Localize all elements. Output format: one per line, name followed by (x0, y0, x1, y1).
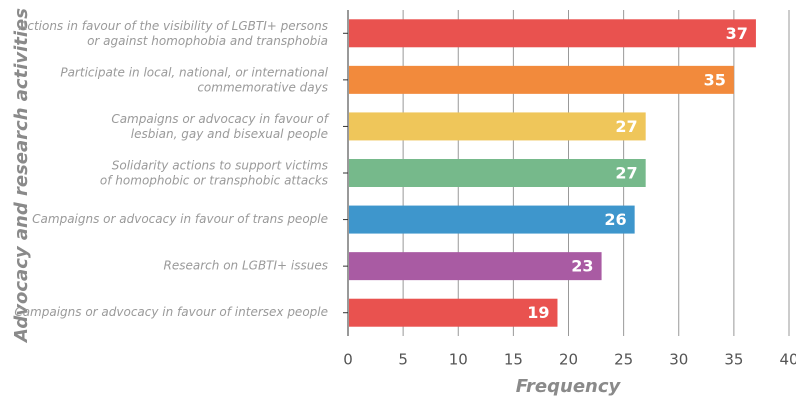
x-tick-label: 20 (559, 351, 578, 369)
bar (349, 112, 646, 141)
y-tick-label: Campaigns or advocacy in favour of inter… (14, 305, 328, 319)
x-tick-label: 15 (504, 351, 523, 369)
y-tick-label: Participate in local, national, or inter… (60, 65, 328, 94)
x-tick-label: 0 (343, 351, 353, 369)
x-tick-label: 40 (779, 351, 796, 369)
x-tick-label: 35 (724, 351, 743, 369)
value-label: 19 (527, 303, 549, 322)
x-tick-label: 5 (398, 351, 408, 369)
x-tick-label: 30 (669, 351, 688, 369)
bar (349, 159, 646, 187)
x-tick-label: 25 (614, 351, 633, 369)
bar (349, 252, 602, 281)
y-tick-label: Campaigns or advocacy in favour of lesbia… (111, 111, 329, 140)
value-label: 23 (571, 257, 593, 276)
value-label: 27 (615, 164, 637, 183)
y-tick-label: Campaigns or advocacy in favour of trans… (32, 212, 328, 226)
x-tick-label: 10 (449, 351, 468, 369)
bar (349, 19, 756, 48)
value-label: 26 (604, 210, 626, 229)
value-label: 35 (704, 70, 726, 89)
bar (349, 65, 734, 94)
x-axis-label: Frequency (516, 376, 622, 397)
y-axis-label: Advocacy and research activities (11, 8, 32, 344)
y-tick-label: Research on LGBTI+ issues (164, 259, 328, 273)
bar (349, 205, 635, 234)
bar (349, 298, 558, 327)
y-tick-label: Solidarity actions to support victims of … (100, 158, 328, 187)
y-tick-label: Actions in favour of the visibility of L… (18, 18, 328, 47)
value-label: 27 (615, 117, 637, 136)
value-label: 37 (726, 24, 748, 43)
